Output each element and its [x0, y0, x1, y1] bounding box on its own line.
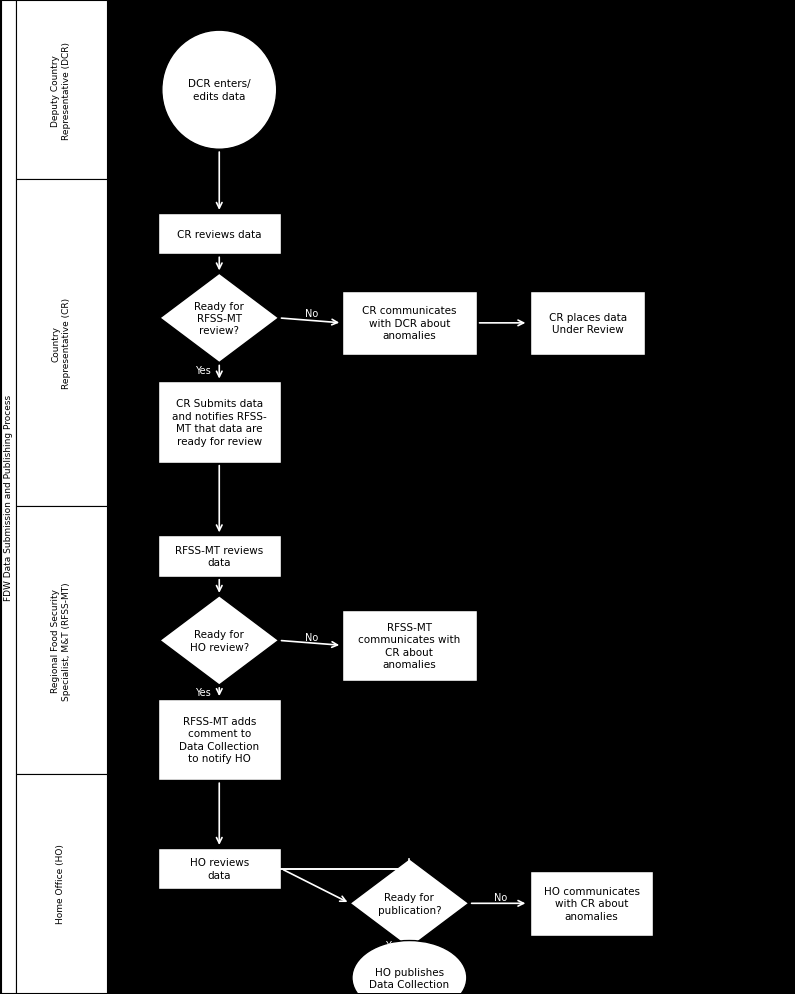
Text: RFSS-MT adds
comment to
Data Collection
to notify HO: RFSS-MT adds comment to Data Collection …	[179, 717, 259, 763]
Text: Regional Food Security
Specialist, M&T (RFSS-MT): Regional Food Security Specialist, M&T (…	[51, 581, 71, 700]
Text: CR reviews data: CR reviews data	[177, 230, 262, 240]
Text: HO communicates
with CR about
anomalies: HO communicates with CR about anomalies	[544, 886, 640, 920]
Text: CR communicates
with DCR about
anomalies: CR communicates with DCR about anomalies	[363, 306, 456, 341]
Bar	[16, 774, 107, 993]
Text: Ready for
RFSS-MT
review?: Ready for RFSS-MT review?	[194, 301, 244, 336]
Text: CR places data
Under Review: CR places data Under Review	[549, 312, 626, 335]
Bar	[16, 180, 107, 507]
Text: Yes: Yes	[385, 940, 401, 950]
Polygon shape	[160, 596, 279, 685]
Ellipse shape	[352, 940, 467, 994]
Polygon shape	[160, 274, 279, 363]
Bar	[16, 1, 107, 180]
Polygon shape	[350, 859, 469, 948]
Bar	[342, 291, 477, 356]
Bar	[530, 871, 653, 935]
Ellipse shape	[162, 31, 277, 150]
Bar	[2, 1, 16, 993]
Bar	[107, 1, 793, 993]
Text: HO publishes
Data Collection: HO publishes Data Collection	[370, 966, 449, 989]
Bar	[158, 536, 281, 578]
Bar	[530, 291, 645, 356]
Text: Yes: Yes	[195, 366, 211, 376]
Text: CR Submits data
and notifies RFSS-
MT that data are
ready for review: CR Submits data and notifies RFSS- MT th…	[172, 399, 266, 446]
Bar	[158, 382, 281, 463]
Text: Deputy Country
Representative (DCR): Deputy Country Representative (DCR)	[51, 42, 71, 139]
Text: HO reviews
data: HO reviews data	[190, 858, 249, 880]
Text: No: No	[305, 308, 319, 319]
Text: Yes: Yes	[195, 687, 211, 697]
Text: Ready for
HO review?: Ready for HO review?	[190, 629, 249, 652]
Text: FDW Data Submission and Publishing Process: FDW Data Submission and Publishing Proce…	[4, 394, 13, 600]
Bar	[158, 848, 281, 890]
Text: No: No	[494, 893, 507, 903]
Text: Ready for
publication?: Ready for publication?	[378, 893, 441, 914]
Text: Home Office (HO): Home Office (HO)	[56, 844, 65, 923]
Text: Country
Representative (CR): Country Representative (CR)	[51, 298, 71, 389]
Text: No: No	[305, 633, 319, 643]
Text: DCR enters/
edits data: DCR enters/ edits data	[188, 80, 250, 101]
Text: RFSS-MT
communicates with
CR about
anomalies: RFSS-MT communicates with CR about anoma…	[359, 622, 460, 669]
Bar	[158, 699, 281, 780]
Text: RFSS-MT reviews
data: RFSS-MT reviews data	[175, 546, 263, 568]
Bar	[16, 507, 107, 774]
Bar	[158, 214, 281, 255]
Bar	[342, 610, 477, 681]
